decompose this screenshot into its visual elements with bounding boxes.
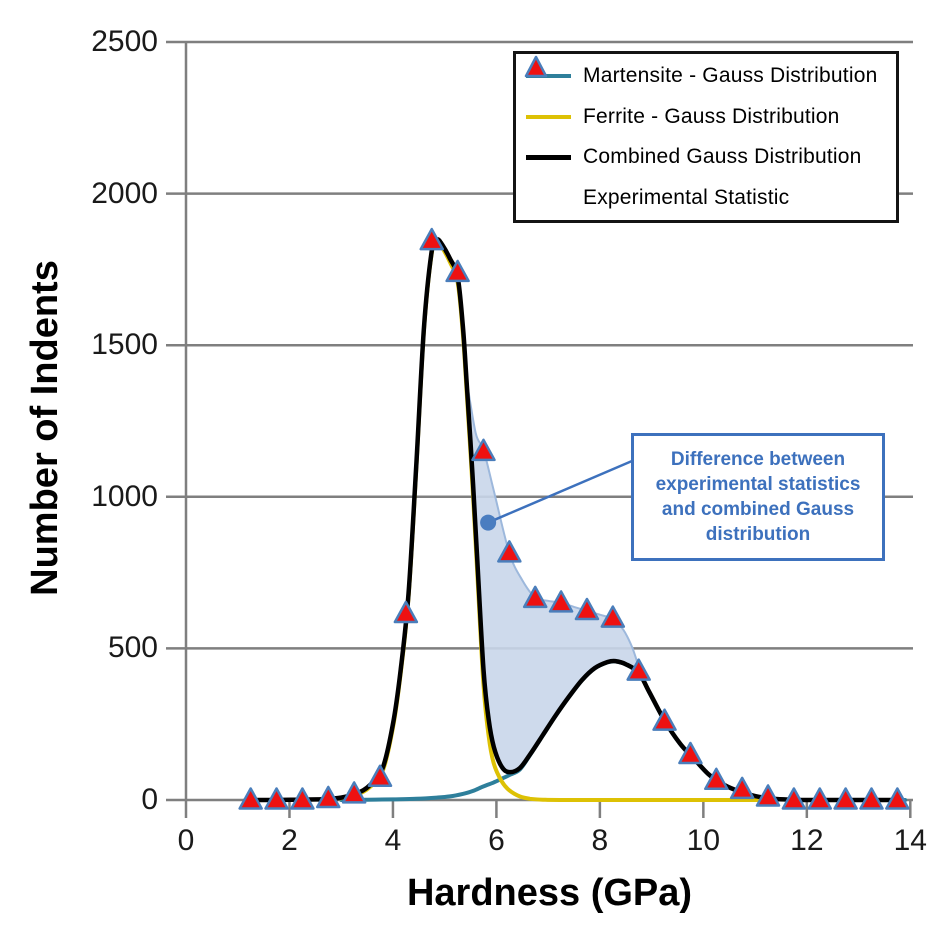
experimental-marker [290, 787, 315, 810]
experimental-marker [574, 597, 600, 621]
experimental-marker [652, 708, 677, 731]
combined-line-swatch [525, 154, 583, 160]
experimental-marker [704, 767, 729, 791]
experimental-marker [445, 259, 470, 283]
x-tick-label: 4 [384, 824, 402, 857]
x-axis-title: Hardness (GPa) [406, 872, 693, 914]
y-tick-label: 0 [141, 783, 158, 816]
legend-label-experimental: Experimental Statistic [583, 185, 790, 209]
annotation-text-line: and combined Gauss [661, 499, 855, 520]
experimental-marker [316, 785, 341, 809]
y-tick-label: 1500 [91, 328, 158, 362]
x-tick-label: 8 [591, 824, 609, 857]
experimental-marker [600, 605, 626, 628]
x-tick-label: 2 [281, 824, 298, 857]
x-tick-label: 6 [488, 824, 505, 857]
x-tick-label: 0 [177, 824, 195, 857]
difference-region [465, 378, 644, 774]
experimental-marker [859, 787, 884, 810]
experimental-marker [678, 741, 703, 765]
legend-item-combined: Combined Gauss Distribution [525, 137, 896, 177]
ferrite-line-swatch [525, 114, 583, 119]
legend-label-ferrite: Ferrite - Gauss Distribution [583, 104, 840, 128]
experimental-marker [729, 776, 755, 800]
martensite-curve [339, 659, 908, 803]
experimental-marker [548, 590, 574, 613]
legend: Martensite - Gauss Distribution Ferrite … [513, 51, 899, 223]
experimental-marker [755, 784, 781, 807]
annotation-text-line: Difference between [670, 449, 846, 470]
annotation-text-line: experimental statistics [655, 474, 861, 495]
experimental-marker [885, 787, 910, 810]
y-tick-label: 2500 [91, 25, 158, 58]
experimental-marker [419, 227, 444, 251]
legend-item-ferrite: Ferrite - Gauss Distribution [525, 97, 896, 137]
experimental-marker [393, 600, 419, 624]
martensite-line-swatch [525, 74, 583, 79]
annotation-dot [480, 514, 497, 531]
annotation-text-line: distribution [705, 524, 811, 545]
y-axis-title: Number of Indents [24, 260, 66, 596]
experimental-marker [522, 585, 548, 609]
legend-item-martensite: Martensite - Gauss Distribution [525, 56, 896, 96]
x-tick-label: 12 [790, 824, 824, 857]
legend-label-martensite: Martensite - Gauss Distribution [583, 64, 878, 88]
experimental-marker [264, 787, 289, 810]
experimental-marker [626, 658, 651, 681]
annotation-box: Difference between experimental statisti… [631, 433, 885, 561]
experimental-marker [833, 787, 858, 810]
experimental-marker [497, 540, 522, 563]
experimental-marker [807, 787, 833, 810]
legend-item-experimental: Experimental Statistic [524, 55, 896, 218]
experimental-marker [341, 781, 367, 804]
y-tick-label: 2000 [91, 176, 158, 210]
y-tick-label: 500 [107, 631, 158, 665]
experimental-marker [367, 764, 393, 788]
experimental-marker [238, 787, 263, 810]
x-tick-label: 10 [686, 824, 721, 857]
x-tick-label: 14 [893, 824, 927, 857]
experimental-marker [471, 438, 496, 462]
experimental-marker [781, 787, 807, 810]
legend-label-combined: Combined Gauss Distribution [583, 145, 862, 169]
annotation-leader-line [487, 459, 633, 524]
y-tick-label: 1000 [91, 479, 158, 513]
